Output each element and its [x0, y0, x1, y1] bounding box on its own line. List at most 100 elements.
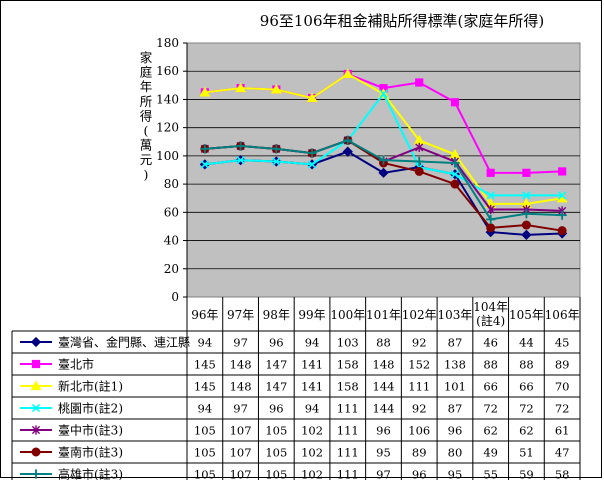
marker-x — [200, 160, 210, 169]
table-cell-value: 111 — [337, 468, 359, 480]
table-cell-value: 80 — [448, 446, 463, 460]
category-label-line: 99年 — [298, 308, 325, 322]
table-cell-value: 66 — [519, 380, 534, 394]
table-cell-value: 88 — [483, 358, 498, 372]
marker-diamond — [30, 336, 42, 348]
series-line — [200, 135, 567, 224]
marker-x — [557, 191, 567, 200]
marker-triangle — [199, 86, 211, 97]
table-cell-value: 111 — [337, 402, 359, 416]
table-cell-value: 111 — [337, 424, 359, 438]
table-cell-value: 141 — [301, 380, 323, 394]
marker-x — [486, 191, 495, 200]
table-cell-value: 87 — [448, 336, 463, 350]
legend-row: 臺灣省、金門縣、連江縣 94 97 96 94 103 88 92 87 46 44 45 — [20, 335, 569, 350]
category-label-line: 97年 — [227, 308, 254, 322]
plot-area: 0 20 40 60 80 100 120 140 160 180 — [156, 36, 581, 304]
table-cell-value: 105 — [265, 446, 287, 460]
table-cell-value: 72 — [555, 402, 570, 416]
table-cell-value: 101 — [444, 380, 466, 394]
table-cell-value: 145 — [194, 358, 216, 372]
table-cell-value: 148 — [373, 358, 395, 372]
marker-x — [307, 160, 317, 169]
table-cell-value: 88 — [376, 336, 391, 350]
table-cell-value: 92 — [412, 402, 427, 416]
table-cell-value: 105 — [194, 468, 216, 480]
table-cell-value: 47 — [555, 446, 570, 460]
category-label-line: 105年 — [509, 308, 544, 322]
legend-row: 臺中市(註3) 105 107 105 102 111 96 106 96 62 62 61 — [20, 423, 569, 438]
table-cell-value: 97 — [233, 402, 248, 416]
category-label-line: 103年 — [438, 308, 473, 322]
table-cell-value: 96 — [412, 468, 427, 480]
marker-circle — [486, 223, 496, 233]
legend-label: 新北市(註1) — [58, 379, 123, 394]
table-cell-value: 102 — [301, 446, 323, 460]
legend-label: 高雄市(註3) — [58, 467, 123, 480]
legend-label: 臺南市(註3) — [58, 445, 123, 460]
y-axis-label-char: 所 — [140, 94, 153, 109]
table-cell-value: 62 — [483, 424, 498, 438]
marker-x — [522, 191, 531, 200]
y-axis-label-char: 家 — [140, 50, 153, 65]
category-label: 97年 — [227, 308, 254, 322]
y-tick-label: 160 — [156, 64, 179, 78]
category-label: 102年 — [402, 308, 437, 322]
category-label-line: 101年 — [366, 308, 401, 322]
marker-x — [31, 403, 41, 413]
y-axis-label-char: 元 — [140, 152, 153, 167]
table-cell-value: 88 — [519, 358, 534, 372]
table-cell-value: 45 — [555, 336, 570, 350]
table-cell-value: 111 — [408, 380, 430, 394]
legend-label: 臺灣省、金門縣、連江縣 — [58, 335, 190, 350]
table-cell-value: 55 — [483, 468, 498, 480]
table-cell-value: 107 — [230, 446, 252, 460]
y-tick-label: 0 — [171, 290, 179, 304]
legend-row: 新北市(註1) 145 148 147 141 158 144 111 101 66 66 70 — [20, 379, 569, 394]
marker-square — [31, 359, 41, 369]
legend-row: 臺北市 145 148 147 141 158 148 152 138 88 88 89 — [20, 357, 569, 372]
table-cell-value: 97 — [233, 336, 248, 350]
marker-x — [272, 157, 281, 166]
table-cell-value: 58 — [555, 468, 570, 480]
table-cell-value: 103 — [337, 336, 359, 350]
y-tick-label: 120 — [156, 121, 179, 135]
marker-circle — [521, 220, 531, 230]
y-tick-label: 100 — [156, 149, 179, 163]
marker-circle — [450, 179, 460, 189]
table-cell-value: 158 — [337, 380, 359, 394]
table-cell-value: 144 — [373, 380, 395, 394]
table-cell-value: 62 — [519, 424, 534, 438]
category-label: 103年 — [438, 308, 473, 322]
category-label: 104年(註4) — [473, 300, 508, 328]
marker-diamond — [378, 167, 389, 178]
table-cell-value: 94 — [198, 336, 213, 350]
table-cell-value: 49 — [483, 446, 498, 460]
category-label-line: 98年 — [263, 308, 290, 322]
legend-label: 臺北市 — [58, 357, 94, 372]
y-axis-label-text: 家庭年所得(萬元) — [140, 50, 153, 182]
table-cell-value: 105 — [265, 424, 287, 438]
table-cell-value: 148 — [230, 358, 252, 372]
legend-label: 桃園市(註2) — [58, 401, 123, 416]
table-cell-value: 141 — [301, 358, 323, 372]
y-axis-label-char: 庭 — [140, 65, 153, 80]
table-cell-value: 96 — [448, 424, 463, 438]
legend-row: 桃園市(註2) 94 97 96 94 111 144 92 87 72 72 72 — [20, 401, 569, 416]
table-cell-value: 106 — [408, 424, 430, 438]
table-cell-value: 147 — [265, 358, 287, 372]
table-cell-value: 66 — [483, 380, 498, 394]
category-label: 105年 — [509, 308, 544, 322]
table-cell-value: 158 — [337, 358, 359, 372]
table-cell-value: 72 — [519, 402, 534, 416]
category-label: 96年 — [191, 308, 218, 322]
table-cell-value: 105 — [194, 446, 216, 460]
category-label-line: 100年 — [330, 308, 365, 322]
marker-triangle — [270, 83, 282, 94]
category-label-line: 102年 — [402, 308, 437, 322]
category-label: 100年 — [330, 308, 365, 322]
table-cell-value: 46 — [483, 336, 498, 350]
y-tick-label: 60 — [164, 205, 179, 219]
